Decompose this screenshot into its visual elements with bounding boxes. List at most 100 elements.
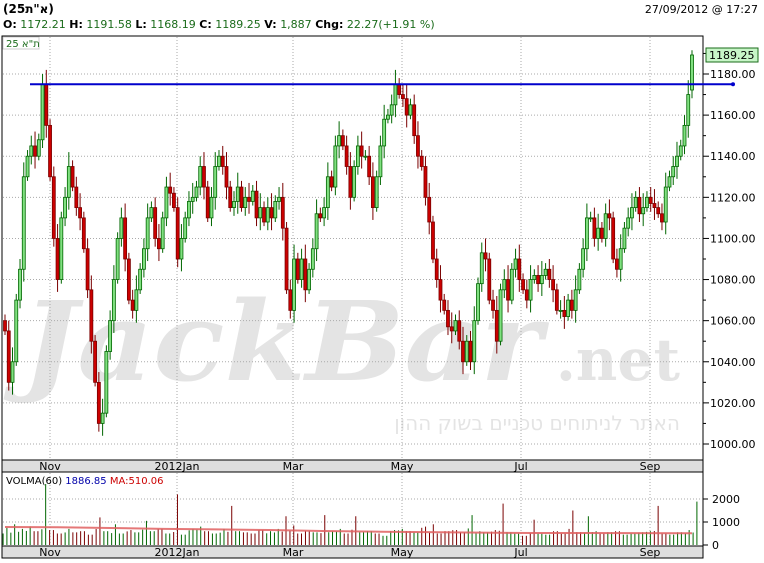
watermark: JackBar .net האתר לניתוחים טכניים בשוק ה… (3, 277, 680, 435)
candle-body (566, 299, 571, 317)
candle (472, 306, 477, 375)
candle (194, 180, 199, 202)
candle-body (355, 145, 360, 167)
candle (367, 145, 372, 185)
candle-body (187, 201, 191, 219)
candle (168, 172, 173, 206)
symbol-label: 25 ת"א (6, 39, 40, 50)
candle-body (449, 326, 454, 332)
last-price-tag (705, 47, 759, 63)
candle-body (431, 221, 435, 260)
candle (457, 310, 462, 350)
candle (397, 78, 402, 99)
candle-body (25, 155, 30, 178)
candle-body (254, 190, 259, 219)
candle-body (389, 104, 394, 116)
candle (686, 80, 691, 138)
candle (51, 166, 56, 247)
volume-legend: VOLMA(60) 1886.85 MA:510.06 (6, 476, 164, 487)
candle-body (172, 192, 176, 209)
candle-body (175, 207, 180, 260)
candle (29, 135, 34, 165)
x-tick-label: Sep (640, 546, 661, 559)
candle-body (10, 361, 15, 383)
y-tick-label: 1180.00 (710, 68, 756, 81)
candle (487, 252, 492, 305)
x-tick-label: Sep (640, 460, 661, 473)
candle (142, 238, 146, 278)
candle (483, 238, 488, 272)
candle-body (584, 217, 589, 250)
candle-body (412, 104, 417, 137)
candle-body (228, 186, 233, 209)
candle (386, 108, 390, 124)
candle (607, 199, 612, 231)
candle (164, 176, 169, 227)
candle (461, 326, 465, 375)
candle-body (374, 176, 379, 209)
candle (558, 300, 563, 319)
candle (269, 193, 274, 231)
candle (528, 265, 533, 313)
candle-body (284, 227, 289, 291)
candle-body (378, 145, 383, 178)
candle (416, 121, 420, 169)
candle (247, 182, 251, 214)
ohlc-stats: O: 1172.21 H: 1191.58 L: 1168.19 C: 1189… (3, 18, 435, 31)
candle-body (558, 309, 563, 312)
candle (479, 242, 484, 292)
candle-body (198, 166, 203, 188)
candle (652, 189, 657, 220)
candle-body (123, 217, 128, 260)
y-tick-label: 1020.00 (710, 397, 756, 410)
change-label: Chg: (315, 18, 344, 31)
candle-body (149, 207, 154, 219)
candle-body (592, 217, 597, 239)
candle-body (536, 275, 540, 285)
trendline-handle[interactable] (731, 82, 735, 87)
candle-body (115, 238, 120, 280)
last-price-tag-text: 1189.25 (709, 49, 755, 62)
resistance-line[interactable] (30, 82, 735, 87)
candle (446, 300, 450, 336)
candle-body (359, 145, 364, 157)
candle (160, 211, 165, 253)
candle (592, 207, 597, 247)
candle-body (303, 258, 308, 291)
candle (209, 187, 214, 227)
candle-body (611, 217, 616, 260)
chart-datetime: 27/09/2012 @ 17:27 (644, 3, 758, 16)
candle-body (111, 279, 116, 322)
candle (198, 156, 203, 196)
candle-body (265, 207, 270, 223)
candle-body (532, 275, 537, 280)
volume-tick-label: 1000 (712, 516, 740, 529)
open-value: 1172.21 (20, 18, 66, 31)
candle (172, 187, 176, 212)
candle (663, 172, 668, 235)
x-axis-band-top (1, 459, 704, 473)
candle (89, 275, 94, 354)
candle (423, 156, 428, 206)
candle (303, 244, 308, 303)
candle (404, 84, 409, 128)
high-value: 1191.58 (86, 18, 132, 31)
candle-body (603, 213, 608, 239)
candle-body (457, 320, 462, 342)
candle (220, 145, 225, 175)
candle (401, 84, 405, 107)
candle-body (487, 258, 492, 301)
y-tick-label: 1140.00 (710, 150, 756, 163)
candle (228, 180, 233, 212)
candle (344, 135, 349, 175)
candle (641, 193, 646, 227)
candle (85, 238, 90, 299)
candle-body (205, 186, 210, 219)
candle (55, 224, 60, 292)
candle-body (93, 340, 97, 383)
y-tick-label: 1000.00 (710, 438, 756, 451)
candle-body (513, 258, 518, 270)
candle (273, 195, 278, 222)
candle (588, 211, 593, 222)
